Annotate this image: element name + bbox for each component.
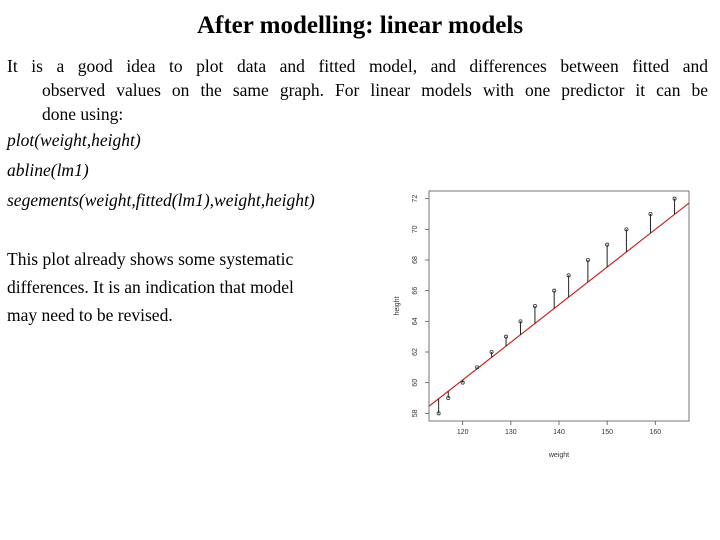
intro-line-3: done using:: [42, 104, 124, 124]
x-tick-label: 120: [457, 429, 469, 436]
y-tick-label: 60: [412, 379, 419, 387]
code-line-abline: abline(lm1): [7, 160, 89, 180]
fit-line: [428, 202, 690, 407]
code-line-segments: segements(weight,fitted(lm1),weight,heig…: [7, 190, 315, 210]
y-tick-label: 58: [412, 409, 419, 417]
x-tick-label: 160: [649, 429, 661, 436]
data-point: [585, 258, 590, 263]
data-point: [475, 365, 480, 370]
y-tick-label: 64: [412, 317, 419, 325]
data-point: [552, 288, 557, 293]
data-point: [532, 304, 537, 309]
slide-title: After modelling: linear models: [196, 12, 524, 39]
intro-paragraph: It is a good idea to plot data and fitte…: [7, 54, 708, 126]
note-paragraph: This plot already shows some systematic …: [7, 245, 347, 329]
note-line-2: differences. It is an indication that mo…: [7, 277, 294, 297]
y-tick-label: 62: [412, 348, 419, 356]
data-point: [436, 411, 441, 416]
y-tick-label: 72: [412, 195, 419, 203]
y-tick-label: 70: [412, 225, 419, 233]
code-line-plot: plot(weight,height): [7, 130, 141, 150]
y-axis-label: height: [394, 296, 401, 315]
data-point: [489, 349, 494, 354]
x-tick-label: 150: [601, 429, 613, 436]
x-tick-label: 130: [505, 429, 517, 436]
data-point: [446, 395, 451, 400]
data-point: [566, 273, 571, 278]
note-line-1: This plot already shows some systematic: [7, 249, 294, 269]
data-point: [460, 380, 465, 385]
x-tick-label: 140: [553, 429, 565, 436]
scatter-plot: 120 130 140 150 160 58 60 62 64 66 68 70 72 weight hei…: [394, 190, 690, 459]
x-axis-label: weight: [548, 452, 569, 459]
intro-line-1: It is a good idea to plot data and fitte…: [7, 56, 708, 76]
note-line-3: may need to be revised.: [7, 305, 173, 325]
y-tick-label: 66: [412, 287, 419, 295]
data-point: [672, 196, 677, 201]
data-point: [624, 227, 629, 232]
data-point: [605, 242, 610, 247]
data-point: [648, 211, 653, 216]
data-point: [518, 319, 523, 324]
y-tick-label: 68: [412, 256, 419, 264]
data-point: [504, 334, 509, 339]
intro-line-2: observed values on the same graph. For l…: [42, 80, 708, 100]
